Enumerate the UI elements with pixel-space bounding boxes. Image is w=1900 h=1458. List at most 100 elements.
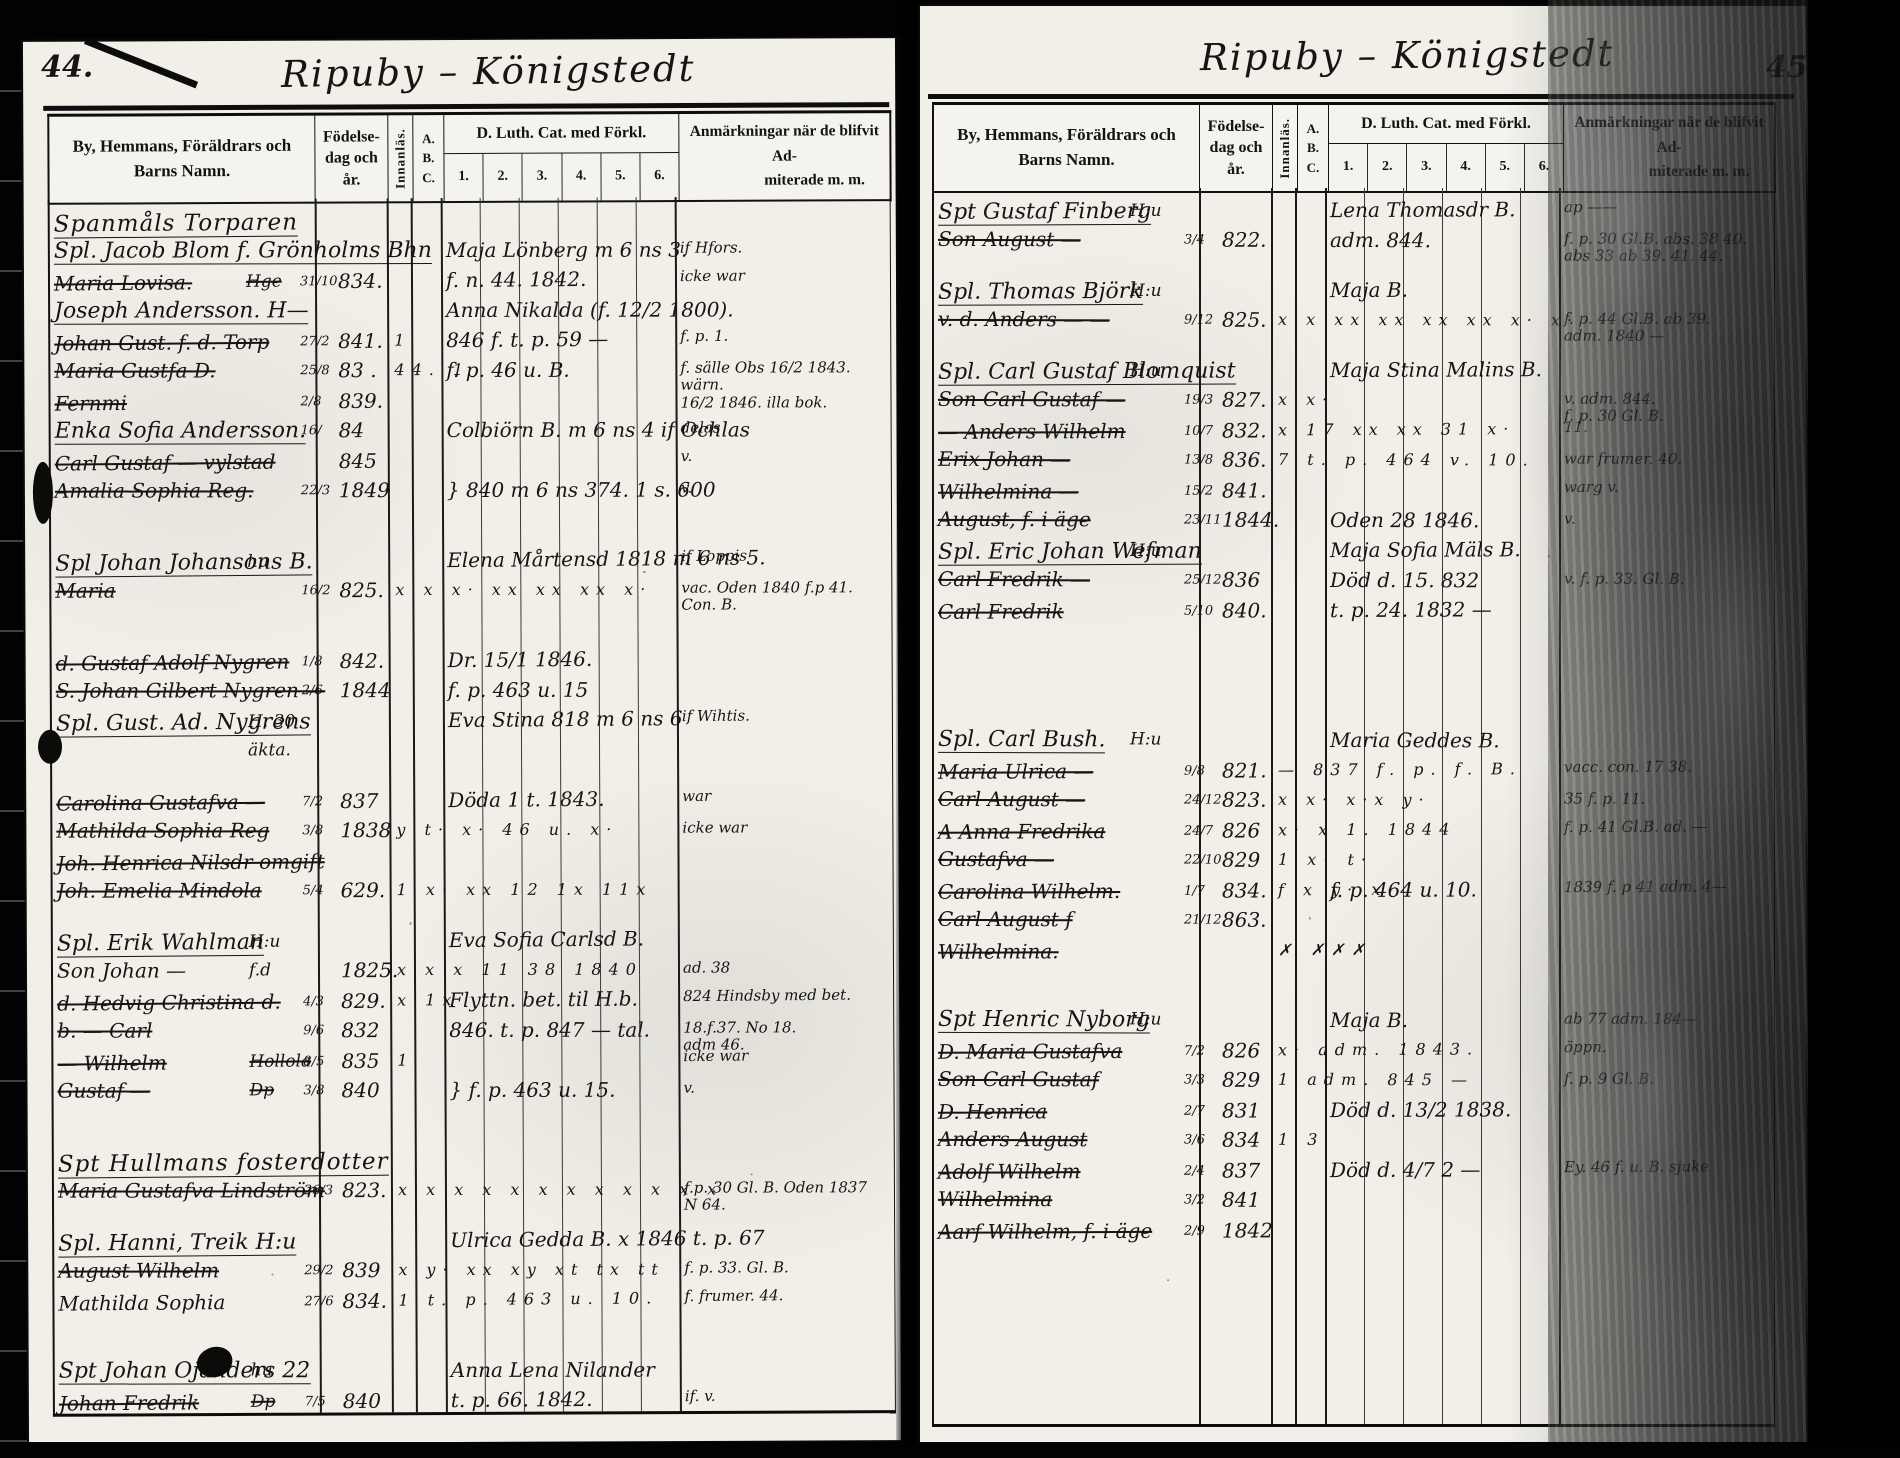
record-row: Wilhelmina — 15/2 841. warg v. (932, 476, 1772, 510)
catechism-marks: x x x· xx xx xx x· (395, 579, 653, 600)
entry-place: H:u (1129, 200, 1162, 221)
birth-day: 25/8 (300, 363, 330, 379)
family-heading-row: Spl. Thomas Björk H:u Maja B. (932, 276, 1772, 310)
birth-year: 829 (1221, 847, 1261, 872)
family-heading-row: Joseph Andersson. H— Anna Nikalda (f. 12/… (48, 297, 888, 328)
entry-note: Flyttn. bet. til H.b. (449, 986, 638, 1013)
column-header-innanlas: Innanläs. (1273, 105, 1298, 191)
birth-day: 3/3 (1183, 1072, 1205, 1088)
birth-day: 16/2 (301, 583, 331, 599)
catechism-marks: 1 (397, 1050, 415, 1070)
record-row: d. Gustaf Adolf Nygren 1/8 842. Dr. 15/1 18… (50, 644, 890, 681)
family-heading-row: Spl. Carl Bush. H:u Maria Geddes B. (932, 727, 1772, 759)
column-header-catechism: D. Luth. Cat. med Förkl. 1. 2. 3. 4. 5. … (444, 114, 680, 202)
page-number: 45 (1766, 50, 1808, 85)
record-row: Wilhelmina 3/2 841 (932, 1187, 1772, 1219)
record-row: v. d. Anders — — 9/12 825. x x xx xx xx xx … (932, 307, 1772, 345)
entry-place: hu (250, 1360, 273, 1381)
birth-year: 84 (338, 418, 365, 443)
entry-name: Enka Sofia Andersson. (54, 418, 307, 445)
birth-day: 8/5 (303, 1054, 325, 1070)
entry-note: Eva Sofia Carlsd B. (448, 926, 645, 953)
record-row: Son Carl Gustaf 3/3 829 1 adm. 845 — f. p. 9… (932, 1067, 1772, 1099)
birth-day: 3/6 (1183, 1132, 1205, 1148)
record-row: Johan Fredrik Dp 7/5 840 t. p. 66. 1842. if. … (53, 1384, 893, 1421)
column-rule (1325, 188, 1327, 1424)
record-row: Son Carl Gustaf —19/3 827. x x· v. adm. 844… (932, 386, 1772, 425)
entry-remark: if. v. (684, 1386, 716, 1406)
entry-note: Dr. 15/1 1846. (447, 646, 593, 673)
entry-name: Spt Henric Nyborg (937, 1006, 1150, 1034)
entry-remark: warg v. (1563, 477, 1619, 497)
birth-year: 826 (1221, 818, 1261, 843)
entry-note: Maja Stina Malins B. (1329, 357, 1542, 383)
birth-day: 9/8 (1183, 763, 1205, 779)
birth-year: 832. (1221, 418, 1267, 443)
entry-place: Hge (245, 271, 282, 292)
entry-name: Carolina Wilhelm. (937, 879, 1121, 904)
record-row: Maria 16/2 825. x x x· xx xx xx x· vac. Oden… (49, 577, 889, 614)
catechism-marks: x y· xx xy xt tx tt (398, 1259, 665, 1280)
record-row: Anders August 3/6 834 1 3 (932, 1127, 1772, 1159)
entry-note: Eva Stina 818 m 6 ns 6 (447, 706, 683, 733)
record-row: Maria Gustfa D. 25/8 83 . 44. 1 f. p. 46 u. … (48, 357, 888, 411)
entry-note: Död d. 4/7 2 — (1329, 1157, 1481, 1183)
ink-blot (32, 461, 54, 524)
entry-name: Spanmåls Torparen (53, 209, 299, 239)
entry-note: f. p. 46 u. B. (446, 357, 570, 383)
entry-name: Son Carl Gustaf (937, 1066, 1100, 1092)
record-row: Gustafva — 22/10 829 1 x· t· (932, 847, 1772, 879)
entry-remark: war frumer. 40. (1563, 449, 1683, 468)
entry-remark: v. (683, 1078, 696, 1097)
entry-name: Spl. Carl Bush. (937, 726, 1106, 754)
entry-remark: f. p. 44 Gl.B. ab 39. adm. 1840 — (1563, 309, 1711, 346)
entry-remark: icke war (683, 1046, 749, 1066)
birth-year: 863. (1221, 907, 1267, 932)
record-row: b. — Carl 9/6 832 846. t. p. 847 — tal. 18.f… (51, 1017, 891, 1054)
birth-day: 23/11 (1183, 512, 1222, 528)
entry-note: t. p. 66. 1842. (450, 1386, 593, 1413)
entry-remark: war (682, 786, 712, 806)
entry-name: Joseph Andersson. H— (54, 298, 309, 325)
entry-note: Oden 28 1846. (1329, 507, 1480, 533)
birth-year: 839. (338, 388, 384, 414)
catechism-marks: x x· (1277, 389, 1335, 409)
entry-place: äkta. (248, 740, 291, 761)
entry-name: Johan Fredrik (58, 1390, 200, 1416)
entry-name: Carl Gustaf — vylstad (54, 449, 276, 476)
birth-year: 829 (1221, 1067, 1261, 1092)
entries-left: Spanmåls Torparen Spl. Jacob Blom f. Grön… (48, 206, 893, 1420)
column-header-birth: Födelse- dag och år. (315, 115, 389, 202)
column-rule (1295, 188, 1297, 1424)
entry-name: Carl August — (937, 786, 1086, 812)
entry-name: Mathilda Sophia (58, 1290, 226, 1316)
entry-name: Son Carl Gustaf — (937, 386, 1126, 412)
entry-note: } 840 m 6 ns 374. 1 s. 600 (446, 477, 716, 503)
record-row: d. Hedvig Christina d. 4/3 829. x 1x Flyttn.… (51, 984, 891, 1021)
birth-year: 823. (1221, 787, 1267, 812)
entry-note: Anna Nikalda (f. 12/2 1800). (446, 297, 734, 323)
entry-place: H:u (1129, 1009, 1162, 1030)
family-heading-row: Spt Henric Nyborg H:u Maja B. ab 77 adm. 18… (932, 1007, 1772, 1039)
entry-note: } f. p. 463 u. 15. (449, 1077, 616, 1103)
birth-year: 834. (337, 268, 383, 294)
catechism-marks: x x· x·x y· (1277, 789, 1431, 810)
record-row: Carl Fredrik — 25/12 836 Död d. 15. 832 v. f… (932, 567, 1772, 599)
birth-year: 629. (340, 878, 386, 903)
entry-remark: Ey. 46 f. u. B. sjuke (1563, 1157, 1710, 1177)
entry-place: H:u (1129, 280, 1162, 301)
birth-day: 27/2 (300, 334, 330, 350)
record-row: Johan Gust. f. d. Torp 27/2 841. 1 846 f. t.… (48, 324, 888, 361)
catechism-marks: x x x 11 38 1840 (396, 959, 643, 980)
birth-day: 29/2 (304, 1263, 334, 1279)
record-row: Joh. Henrica Nilsdr omgift (50, 844, 890, 881)
record-row: A Anna Fredrika 24/7 826 x· x 1. 1844 f. p. … (932, 816, 1772, 850)
family-heading-row: Spt Johan Ojanders 22 hu Anna Lena Nilande… (53, 1357, 893, 1388)
column-rule (1271, 188, 1273, 1424)
entry-name: Spt Hullmans fosterdotter (57, 1148, 389, 1179)
column-header-innanlas: Innanläs. (388, 115, 414, 202)
entry-name: D. Henrica (937, 1099, 1048, 1124)
column-rule (1481, 188, 1482, 1424)
page-gutter (896, 0, 922, 1458)
entry-place: H:u (248, 931, 281, 952)
